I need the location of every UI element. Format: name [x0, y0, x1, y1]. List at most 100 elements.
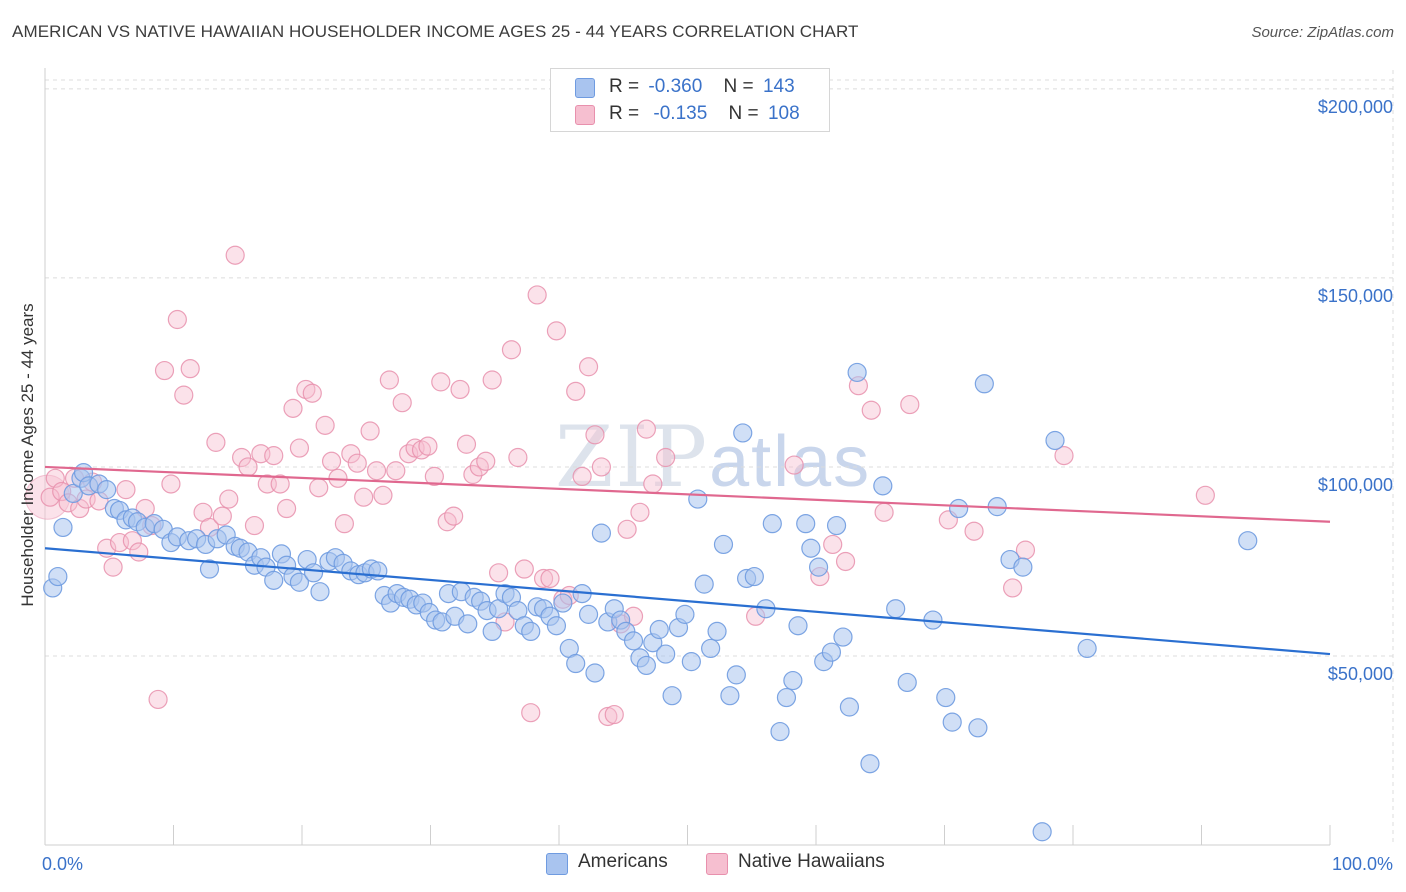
point-native-hawaiians	[636, 419, 656, 439]
point-americans	[681, 652, 701, 672]
point-americans	[833, 627, 853, 647]
point-native-hawaiians	[264, 446, 284, 466]
point-native-hawaiians	[180, 359, 200, 379]
point-native-hawaiians	[424, 466, 444, 487]
point-americans	[897, 672, 917, 693]
trend-line-native-hawaiians	[44, 465, 1331, 523]
point-americans	[936, 687, 956, 708]
point-native-hawaiians	[546, 321, 567, 341]
point-americans	[289, 572, 310, 592]
point-americans	[688, 489, 708, 509]
point-native-hawaiians	[161, 474, 181, 494]
point-native-hawaiians	[463, 464, 483, 485]
point-native-hawaiians	[1015, 540, 1036, 560]
legend-swatch-americans	[575, 78, 595, 98]
point-native-hawaiians	[630, 502, 650, 522]
y-tick-label: $50,000	[1328, 664, 1393, 684]
point-americans	[1045, 430, 1065, 451]
point-americans	[713, 534, 734, 555]
point-native-hawaiians	[154, 360, 175, 381]
point-native-hawaiians	[604, 704, 624, 725]
point-americans	[821, 642, 842, 662]
point-native-hawaiians	[501, 340, 522, 360]
point-native-hawaiians	[508, 447, 528, 468]
point-americans	[776, 687, 797, 708]
point-americans	[808, 557, 829, 577]
point-native-hawaiians	[514, 559, 534, 579]
point-americans	[585, 663, 605, 683]
point-americans	[546, 616, 567, 636]
point-native-hawaiians	[617, 519, 637, 539]
point-native-hawaiians	[167, 309, 187, 330]
bottom-legend-swatch-native-hawaiians	[706, 853, 728, 875]
point-native-hawaiians	[225, 245, 245, 265]
point-native-hawaiians	[823, 534, 843, 555]
point-americans	[310, 582, 330, 602]
point-native-hawaiians	[533, 568, 554, 589]
point-native-hawaiians	[656, 447, 676, 468]
point-americans	[974, 374, 994, 394]
point-americans	[566, 653, 586, 674]
point-native-hawaiians	[1195, 485, 1215, 505]
point-americans	[553, 593, 573, 613]
bottom-legend-swatch-americans	[546, 853, 568, 875]
point-native-hawaiians	[360, 421, 380, 441]
point-americans	[623, 631, 644, 651]
point-native-hawaiians	[302, 383, 322, 403]
legend-n-value: 143	[762, 76, 795, 97]
point-native-hawaiians	[116, 480, 136, 500]
point-americans	[796, 514, 816, 534]
point-native-hawaiians	[835, 551, 856, 572]
point-native-hawaiians	[450, 379, 470, 400]
point-native-hawaiians	[315, 415, 335, 435]
point-native-hawaiians	[366, 461, 387, 481]
x-tick-label-end: 100.0%	[1332, 854, 1393, 874]
legend-n-label: N =	[728, 103, 759, 124]
legend-swatch-native-hawaiians	[575, 105, 595, 125]
point-americans	[826, 515, 847, 536]
point-americans	[873, 476, 893, 496]
point-americans	[701, 638, 721, 659]
point-americans	[264, 570, 284, 590]
point-native-hawaiians	[289, 438, 310, 458]
legend-n-value: 108	[767, 103, 800, 124]
point-native-hawaiians	[643, 474, 663, 494]
point-americans	[744, 566, 764, 587]
point-native-hawaiians	[418, 436, 438, 456]
point-americans	[733, 423, 753, 443]
bottom-legend-label-americans: Americans	[578, 851, 668, 872]
point-native-hawaiians	[347, 453, 367, 473]
point-native-hawaiians	[527, 285, 547, 305]
point-native-hawaiians	[206, 432, 226, 452]
y-axis-title: Householder Income Ages 25 - 44 years	[18, 303, 37, 606]
point-americans	[63, 483, 83, 504]
point-native-hawaiians	[244, 515, 265, 536]
point-native-hawaiians	[103, 557, 123, 577]
point-americans	[1077, 638, 1097, 659]
y-tick-label: $100,000	[1318, 475, 1393, 495]
point-native-hawaiians	[566, 381, 586, 401]
point-americans	[720, 686, 740, 706]
point-native-hawaiians	[334, 514, 355, 534]
point-americans	[458, 614, 478, 634]
point-native-hawaiians	[174, 385, 194, 405]
point-americans	[942, 712, 962, 732]
point-native-hawaiians	[521, 703, 541, 723]
point-americans	[521, 621, 541, 642]
point-americans	[662, 686, 682, 706]
point-native-hawaiians	[861, 400, 881, 420]
point-native-hawaiians	[444, 506, 464, 526]
point-americans	[1032, 822, 1052, 842]
point-native-hawaiians	[578, 357, 599, 377]
point-americans	[48, 566, 68, 587]
point-americans	[707, 621, 727, 642]
native-hawaiians-points	[25, 245, 1215, 727]
legend-r-label: R =	[609, 76, 640, 97]
point-americans	[968, 718, 988, 738]
source-label: Source: ZipAtlas.com	[1251, 24, 1394, 41]
point-native-hawaiians	[270, 474, 290, 494]
point-americans	[636, 655, 656, 676]
point-native-hawaiians	[373, 485, 393, 505]
point-americans	[694, 574, 714, 594]
legend-r-value: -0.135	[653, 103, 708, 124]
